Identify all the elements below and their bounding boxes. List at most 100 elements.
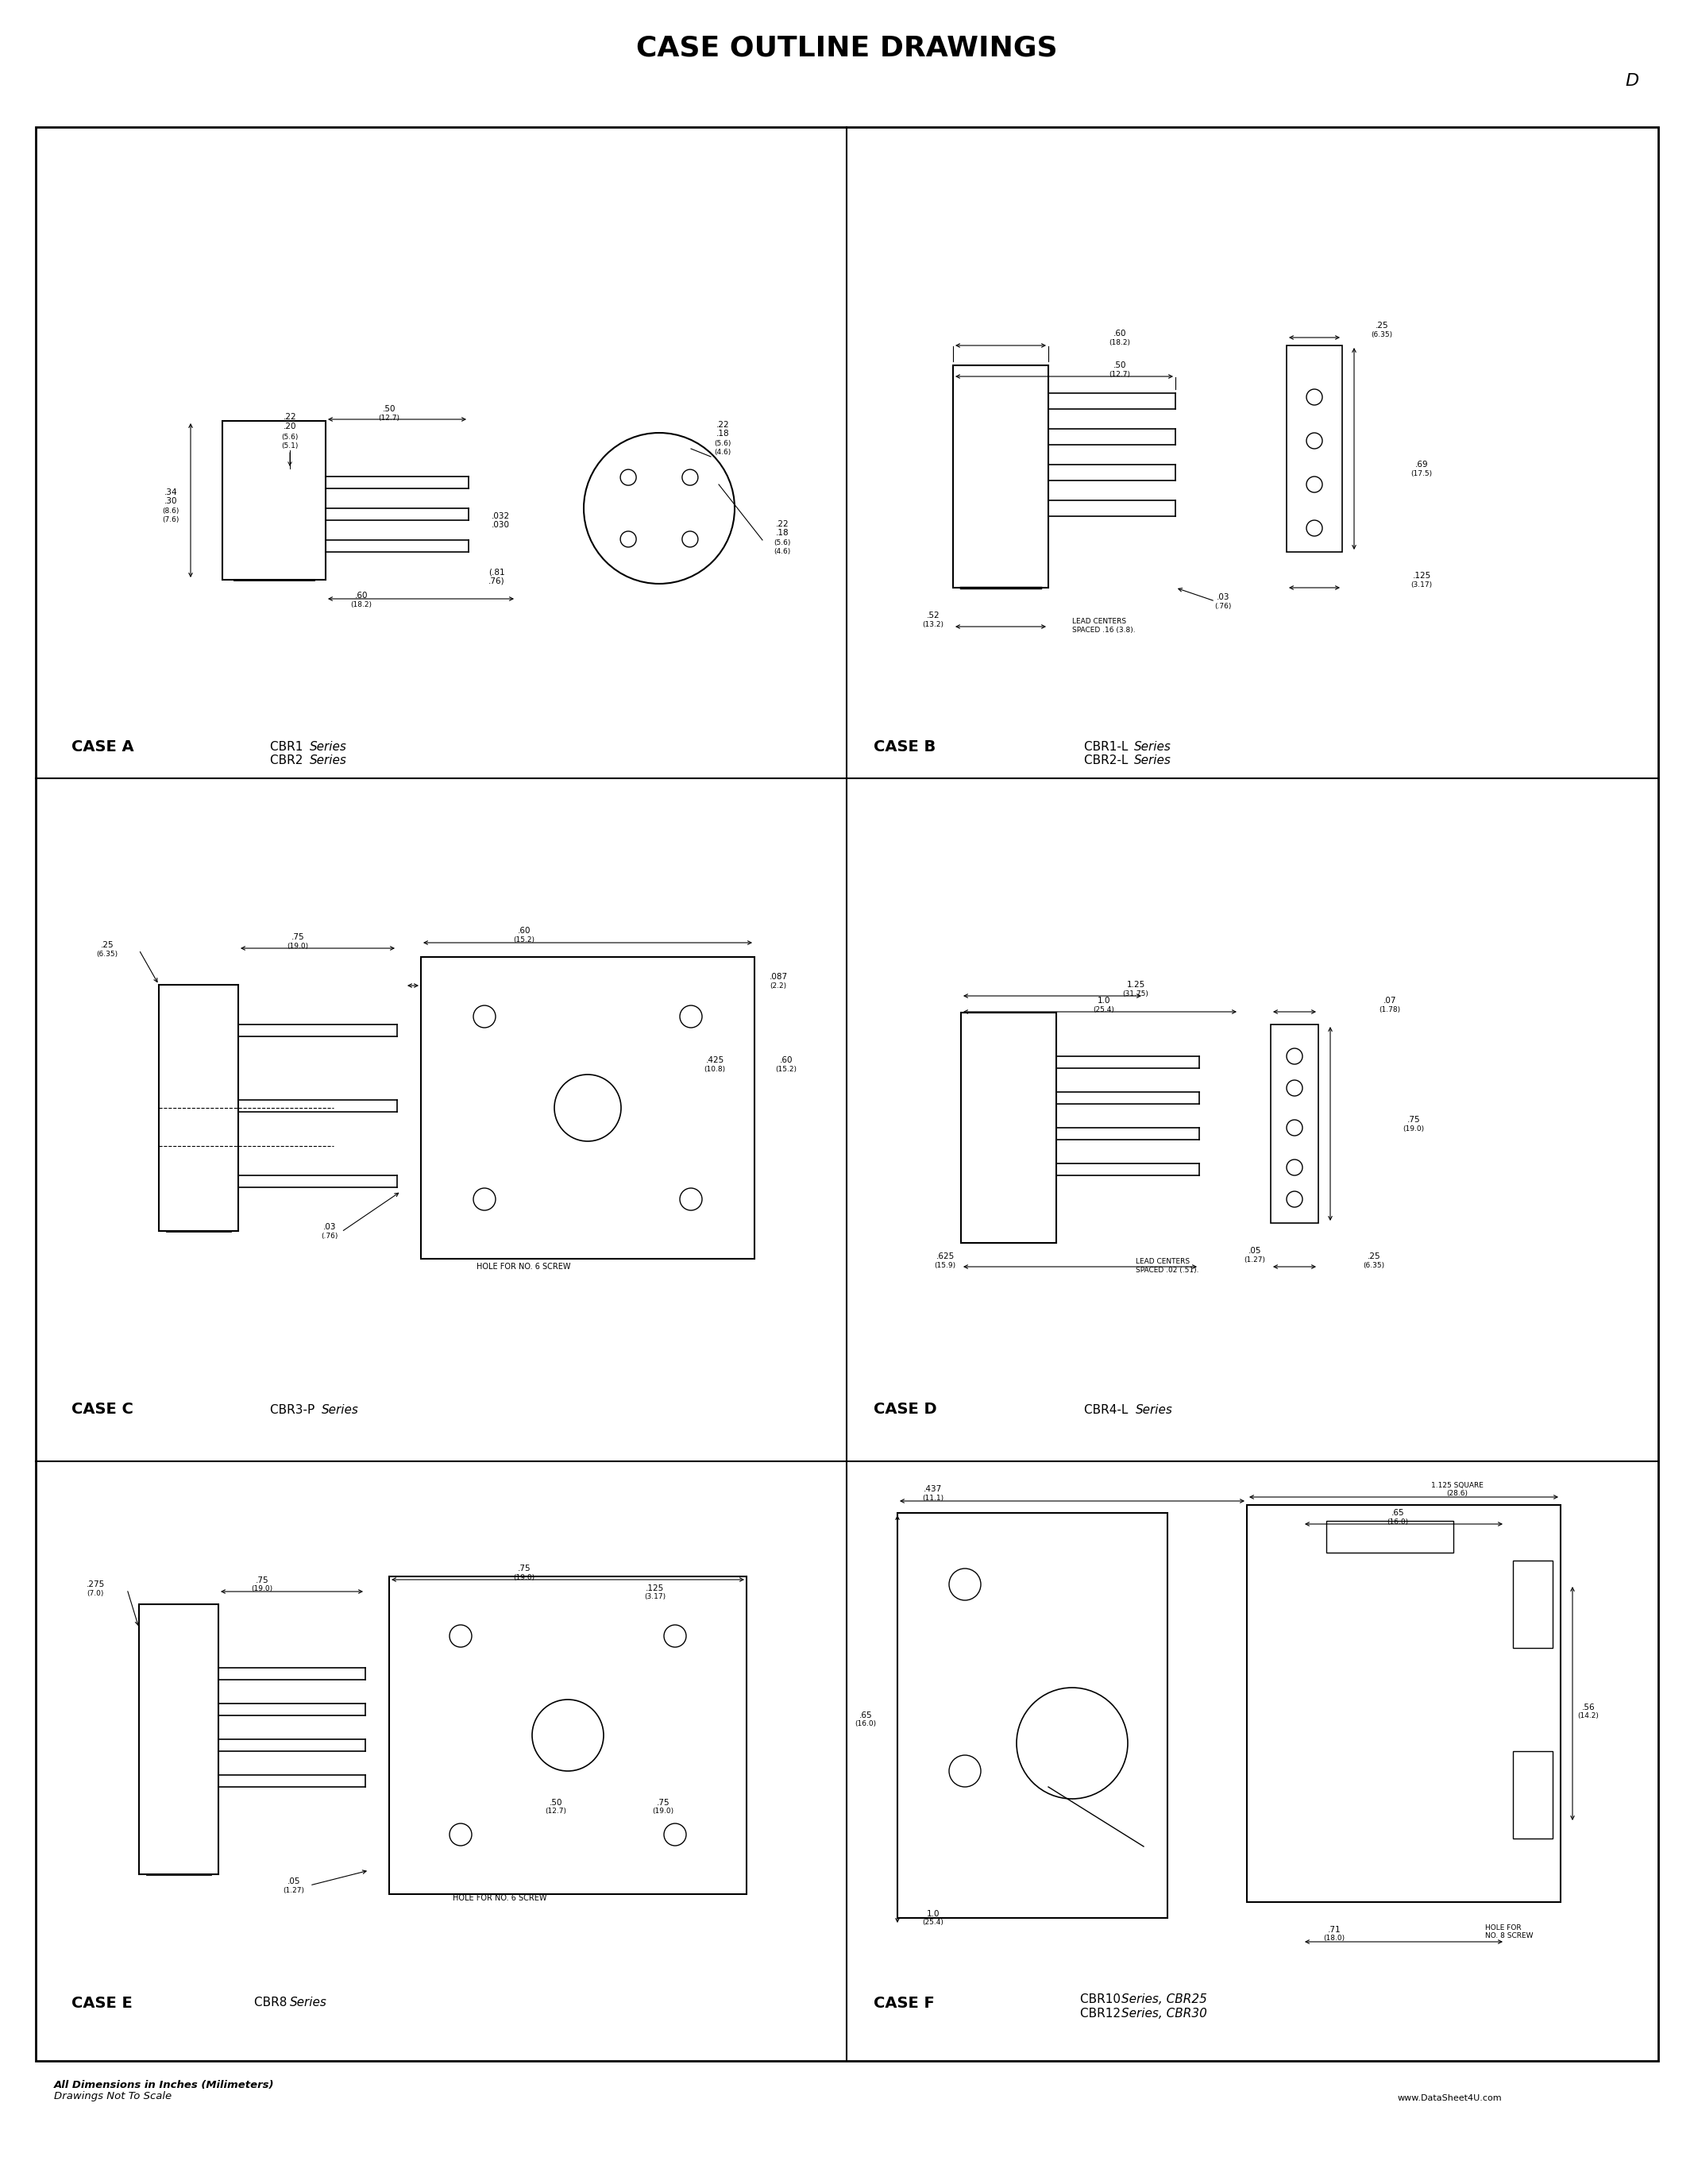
Circle shape: [554, 1075, 622, 1142]
Bar: [139, 1605, 219, 1874]
Text: CBR10: CBR10: [1081, 1994, 1125, 2005]
Text: CASE A: CASE A: [71, 738, 134, 753]
Text: .07: .07: [1384, 996, 1396, 1005]
Circle shape: [1306, 432, 1323, 448]
Text: .34: .34: [164, 489, 178, 496]
Text: .60: .60: [518, 926, 530, 935]
Text: (.81: (.81: [488, 568, 505, 577]
Text: .75: .75: [1408, 1116, 1420, 1125]
Text: .275: .275: [86, 1581, 105, 1588]
Bar: [898, 1514, 1167, 1918]
Text: LEAD CENTERS: LEAD CENTERS: [1135, 1258, 1189, 1265]
Text: CBR8: CBR8: [254, 1996, 291, 2009]
Text: (1.27): (1.27): [1243, 1256, 1265, 1262]
Text: .75: .75: [256, 1577, 269, 1583]
Text: (19.0): (19.0): [251, 1586, 273, 1592]
Text: .087: .087: [769, 972, 788, 981]
Circle shape: [1016, 1688, 1128, 1800]
Text: .60: .60: [354, 592, 368, 601]
Text: 1.25: 1.25: [1127, 981, 1145, 989]
Text: Series: Series: [322, 1404, 359, 1415]
Bar: [390, 1577, 747, 1894]
Text: (1.27): (1.27): [283, 1887, 305, 1894]
Circle shape: [473, 1005, 496, 1029]
Text: (19.0): (19.0): [286, 941, 308, 950]
Text: (25.4): (25.4): [1093, 1007, 1115, 1013]
Text: (5.6): (5.6): [281, 432, 298, 441]
Text: CASE C: CASE C: [71, 1402, 134, 1417]
Text: (28.6): (28.6): [1447, 1489, 1469, 1498]
Text: (25.4): (25.4): [923, 1920, 944, 1926]
Text: .60: .60: [1113, 330, 1127, 339]
Text: CBR3-P: CBR3-P: [269, 1404, 318, 1415]
Text: Series: Series: [1135, 1404, 1172, 1415]
Text: (5.1): (5.1): [281, 441, 298, 450]
Circle shape: [679, 1005, 701, 1029]
Text: Series: Series: [1133, 753, 1171, 767]
Text: (6.35): (6.35): [1364, 1262, 1384, 1269]
Text: (12.7): (12.7): [545, 1808, 567, 1815]
Text: .125: .125: [1413, 572, 1431, 579]
Circle shape: [679, 1188, 701, 1210]
Text: (15.9): (15.9): [935, 1262, 955, 1269]
Text: Series, CBR25: Series, CBR25: [1121, 1994, 1211, 2005]
Text: CASE E: CASE E: [71, 1996, 132, 2011]
Text: (19.0): (19.0): [513, 1575, 535, 1581]
Text: (16.0): (16.0): [1387, 1518, 1408, 1524]
Circle shape: [1286, 1160, 1303, 1175]
Text: .22: .22: [717, 422, 730, 428]
Text: (15.2): (15.2): [513, 937, 535, 943]
Circle shape: [664, 1625, 686, 1647]
Text: (8.6): (8.6): [163, 507, 180, 513]
Bar: [960, 1013, 1057, 1243]
Text: (12.7): (12.7): [378, 415, 400, 422]
Text: Series, CBR30: Series, CBR30: [1121, 2007, 1211, 2020]
Text: (5.6): (5.6): [774, 539, 791, 546]
Text: (7.6): (7.6): [163, 515, 180, 522]
Text: .75: .75: [291, 933, 305, 941]
Text: (4.6): (4.6): [774, 548, 791, 555]
Text: (16.0): (16.0): [855, 1721, 876, 1728]
Text: Drawings Not To Scale: Drawings Not To Scale: [54, 2092, 171, 2101]
Text: .65: .65: [1391, 1509, 1404, 1518]
Text: .25: .25: [1367, 1251, 1381, 1260]
Bar: [1513, 1752, 1553, 1839]
Bar: [159, 985, 239, 1232]
Text: Series: Series: [310, 753, 347, 767]
Circle shape: [449, 1625, 471, 1647]
Text: CBR1: CBR1: [269, 740, 307, 753]
Text: .56: .56: [1582, 1704, 1596, 1712]
Text: .030: .030: [491, 522, 510, 529]
Circle shape: [949, 1756, 981, 1787]
Text: CBR4-L: CBR4-L: [1084, 1404, 1132, 1415]
Text: .03: .03: [1216, 594, 1230, 601]
Text: CBR12: CBR12: [1081, 2007, 1125, 2020]
Text: CASE OUTLINE DRAWINGS: CASE OUTLINE DRAWINGS: [635, 35, 1057, 61]
Text: (.76): (.76): [322, 1232, 339, 1238]
Bar: [420, 957, 754, 1258]
Text: .69: .69: [1414, 461, 1428, 470]
Text: .50: .50: [549, 1800, 562, 1806]
Text: .18: .18: [717, 430, 730, 437]
Text: .76): .76): [488, 577, 505, 585]
Text: (.76): (.76): [1215, 603, 1232, 609]
Circle shape: [620, 531, 637, 548]
Circle shape: [1306, 520, 1323, 535]
Text: .125: .125: [645, 1583, 664, 1592]
Text: .60: .60: [779, 1057, 793, 1064]
Text: CBR1-L: CBR1-L: [1084, 740, 1132, 753]
Text: .52: .52: [927, 612, 940, 620]
Text: (13.2): (13.2): [923, 620, 944, 627]
Text: (15.2): (15.2): [776, 1066, 796, 1072]
Bar: [1286, 345, 1342, 553]
Text: (5.6): (5.6): [715, 439, 732, 448]
Text: NO. 8 SCREW: NO. 8 SCREW: [1486, 1933, 1533, 1939]
Text: .25: .25: [100, 941, 113, 950]
Text: .05: .05: [1248, 1247, 1262, 1256]
Circle shape: [449, 1824, 471, 1845]
Bar: [954, 365, 1049, 587]
Text: 1.0: 1.0: [1098, 996, 1111, 1005]
Text: .71: .71: [1328, 1926, 1342, 1933]
Circle shape: [532, 1699, 603, 1771]
Text: (19.0): (19.0): [652, 1808, 674, 1815]
